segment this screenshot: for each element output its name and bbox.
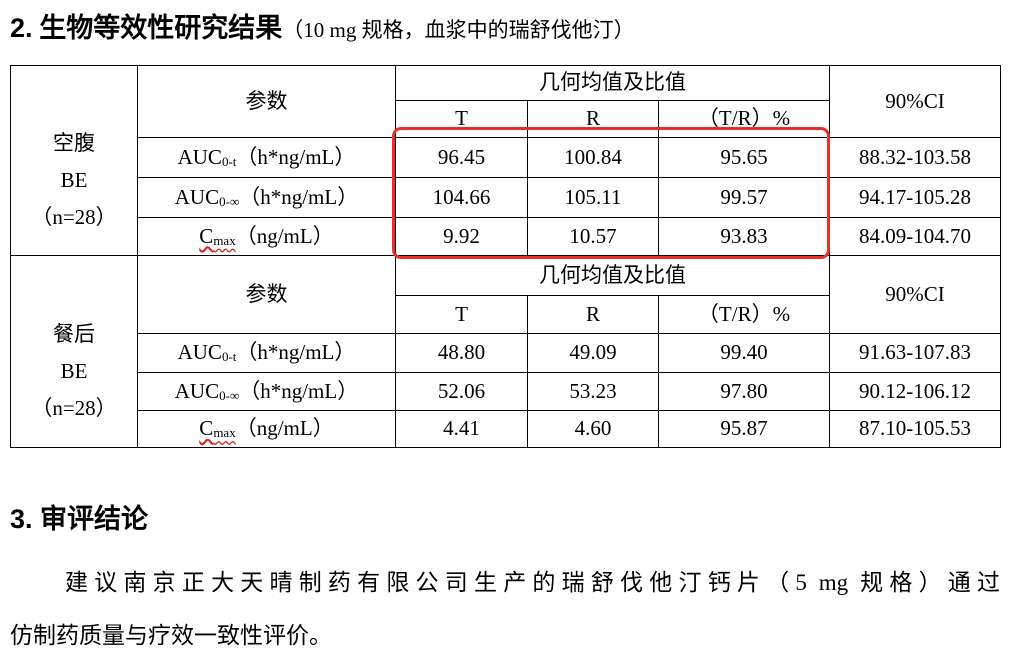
value-cell: 97.80 [657, 372, 831, 411]
value-cell: 10.57 [527, 217, 659, 256]
param-unit: （h*ng/mL） [236, 340, 356, 365]
value-cell: 95.65 [657, 137, 831, 178]
header-cell: 几何均值及比值 [394, 255, 831, 296]
header-row: 餐后 BE （n=28） 参数 几何均值及比值 90%CI [10, 255, 1002, 448]
header-cell: （T/R）% [657, 100, 831, 138]
header-cell: （T/R）% [657, 295, 831, 334]
param-unit: （h*ng/mL） [236, 144, 356, 169]
ci-cell: 88.32-103.58 [829, 137, 1002, 178]
paragraph-line: 仿制药质量与疗效一致性评价。 [10, 623, 332, 648]
param-name: AUC [174, 378, 220, 403]
value-cell: 93.83 [657, 217, 831, 256]
param-unit: （ng/mL） [235, 223, 334, 248]
paragraph-line: 建议南京正大天晴制药有限公司生产的瑞舒伐他汀钙片（5 mg 规格）通过 [65, 570, 1000, 595]
data-row: AUC0-t（h*ng/mL） 48.80 49.09 99.40 91.63-107.… [11, 333, 1002, 373]
param-unit: （h*ng/mL） [239, 378, 359, 403]
value-cell: 105.11 [527, 177, 659, 218]
data-row: AUC0-∞（h*ng/mL） 52.06 53.23 97.80 90.12-106.… [11, 372, 1002, 411]
ci-cell: 90.12-106.12 [829, 372, 1002, 411]
ci-cell: 94.17-105.28 [829, 177, 1002, 218]
value-cell: 95.87 [657, 410, 831, 448]
condition-text: 餐后 [53, 322, 95, 346]
header-cell: 参数 [137, 65, 396, 138]
ci-cell: 87.10-105.53 [829, 410, 1002, 448]
header-cell: T [395, 100, 528, 138]
condition-text: （n=28） [31, 205, 117, 229]
ci-cell: 84.09-104.70 [829, 217, 1002, 256]
section-title: 审评结论 [40, 504, 149, 534]
value-cell: 99.40 [657, 333, 831, 373]
header-cell: T [395, 295, 528, 334]
condition-text: BE [60, 168, 88, 192]
value-cell: 48.80 [395, 333, 528, 373]
heading-note: （10 mg 规格，血浆中的瑞舒伐他汀） [282, 18, 635, 42]
param-subscript: 0-∞ [219, 387, 240, 403]
header-cell: R [527, 100, 659, 138]
value-cell: 96.45 [395, 137, 528, 178]
param-subscript: 0-t [221, 349, 237, 365]
param-name: AUC [177, 144, 222, 169]
condition-cell: 餐后 BE （n=28） [10, 255, 138, 448]
condition-text: BE [60, 359, 88, 383]
heading-title: 生物等效性研究结果 [39, 13, 283, 43]
section-heading: 3. 审评结论 [10, 497, 148, 536]
header-cell: 90%CI [829, 255, 1002, 334]
value-cell: 52.06 [395, 372, 528, 411]
param-name: C [199, 416, 214, 441]
value-cell: 53.23 [527, 372, 659, 411]
param-cell: AUC0-t（h*ng/mL） [137, 333, 396, 373]
condition-cell: 空腹 BE （n=28） [10, 65, 138, 256]
data-row: Cmax（ng/mL） 4.41 4.60 95.87 87.10-105.53 [11, 410, 1002, 448]
param-name: C [199, 223, 214, 248]
header-cell: 参数 [137, 255, 396, 334]
header-cell: 90%CI [829, 65, 1002, 138]
header-row: T R （T/R）% [11, 100, 1001, 138]
results-table: 空腹 BE （n=28） 参数 几何均值及比值 90%CI T R （T/R）% AUC0-t（h… [10, 65, 1002, 448]
data-row: AUC0-t（h*ng/mL） 96.45 100.84 95.65 88.32-103… [11, 137, 1002, 178]
param-cell: Cmax（ng/mL） [137, 217, 396, 256]
header-cell: R [527, 295, 659, 334]
heading-number: 2. [10, 13, 33, 43]
param-cell: AUC0-∞（h*ng/mL） [137, 177, 396, 218]
value-cell: 4.41 [395, 410, 528, 448]
param-cell: Cmax（ng/mL） [137, 410, 396, 448]
param-name: AUC [174, 184, 220, 209]
highlight-box [392, 127, 830, 259]
condition-text: （n=28） [31, 396, 117, 420]
heading: 2. 生物等效性研究结果（10 mg 规格，血浆中的瑞舒伐他汀） [10, 6, 635, 45]
param-subscript: max [213, 425, 236, 441]
header-row: 空腹 BE （n=28） 参数 几何均值及比值 90%CI [10, 65, 1002, 256]
condition-text: 空腹 [53, 131, 95, 155]
section-number: 3. [10, 504, 33, 534]
value-cell: 4.60 [527, 410, 659, 448]
param-name: AUC [177, 340, 222, 365]
param-subscript: max [213, 232, 236, 248]
value-cell: 49.09 [527, 333, 659, 373]
param-cell: AUC0-∞（h*ng/mL） [137, 372, 396, 411]
param-subscript: 0-t [221, 153, 237, 169]
param-cell: AUC0-t（h*ng/mL） [137, 137, 396, 178]
ci-cell: 91.63-107.83 [829, 333, 1002, 373]
param-unit: （h*ng/mL） [239, 184, 359, 209]
header-cell: 几何均值及比值 [394, 65, 831, 101]
param-subscript: 0-∞ [219, 193, 240, 209]
param-unit: （ng/mL） [235, 416, 334, 441]
